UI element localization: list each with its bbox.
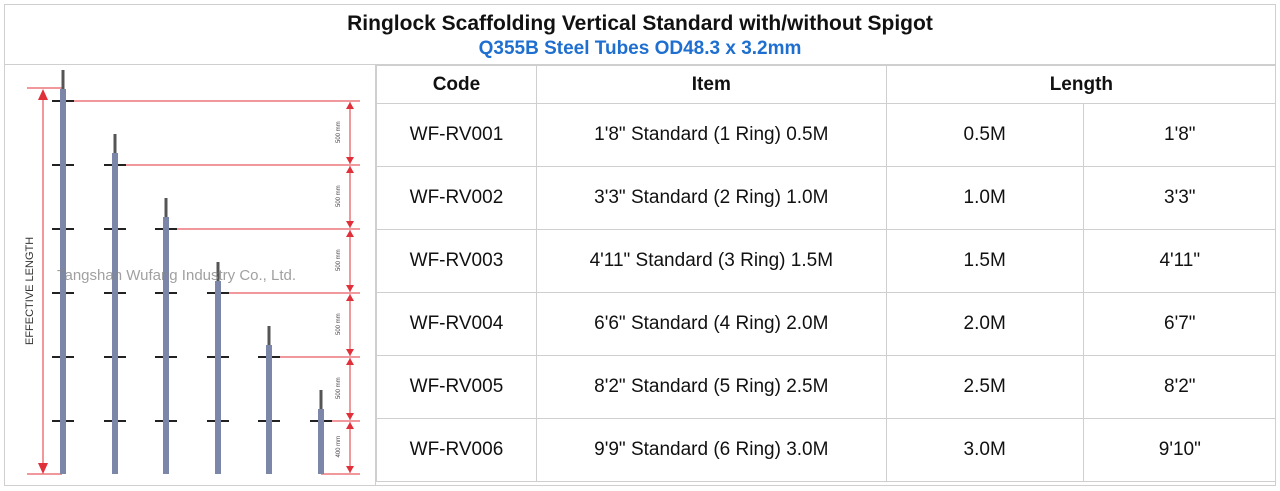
spigot	[113, 134, 117, 153]
cell-imperial: 8'2"	[1082, 355, 1276, 419]
table-row: WF-RV004 6'6" Standard (4 Ring) 2.0M 2.0M 6…	[376, 292, 1276, 356]
standards-table: Code Item Length WF-RV001 1'8" Standard (…	[376, 65, 1276, 482]
cell-metric: 0.5M	[885, 103, 1084, 167]
table-header-row: Code Item Length	[376, 65, 1276, 104]
header-code: Code	[376, 65, 537, 104]
spigot	[319, 390, 323, 409]
dimension-label: 500 mm	[336, 377, 342, 399]
cell-code: WF-RV003	[376, 229, 537, 293]
spigot	[61, 70, 65, 89]
cell-imperial: 9'10"	[1082, 418, 1276, 482]
effective-length-label: EFFECTIVE LENGTH	[24, 237, 36, 345]
cell-imperial: 1'8"	[1082, 103, 1276, 167]
table-row: WF-RV001 1'8" Standard (1 Ring) 0.5M 0.5M 1…	[376, 103, 1276, 167]
spigot	[164, 198, 168, 217]
cell-metric: 1.0M	[885, 166, 1084, 230]
cell-metric: 2.5M	[885, 355, 1084, 419]
arrowhead-icon	[346, 358, 354, 420]
cell-item: 3'3" Standard (2 Ring) 1.0M	[535, 166, 887, 230]
cell-code: WF-RV005	[376, 355, 537, 419]
standard-pole	[215, 281, 221, 474]
cell-code: WF-RV001	[376, 103, 537, 167]
spigot	[267, 326, 271, 345]
cell-metric: 1.5M	[885, 229, 1084, 293]
cell-item: 6'6" Standard (4 Ring) 2.0M	[535, 292, 887, 356]
page-title: Ringlock Scaffolding Vertical Standard w…	[347, 12, 933, 35]
arrowhead-icon	[346, 102, 354, 164]
standard-pole	[112, 153, 118, 474]
cell-item: 4'11" Standard (3 Ring) 1.5M	[535, 229, 887, 293]
cell-code: WF-RV002	[376, 166, 537, 230]
cell-imperial: 4'11"	[1082, 229, 1276, 293]
header-length: Length	[885, 65, 1276, 104]
table-row: WF-RV002 3'3" Standard (2 Ring) 1.0M 1.0M 3…	[376, 166, 1276, 230]
cell-imperial: 3'3"	[1082, 166, 1276, 230]
standard-pole	[318, 409, 324, 474]
dimension-label: 500 mm	[336, 185, 342, 207]
dimension-label: 400 mm	[336, 436, 342, 458]
dimension-label: 500 mm	[336, 121, 342, 143]
page-subtitle: Q355B Steel Tubes OD48.3 x 3.2mm	[478, 38, 802, 59]
cell-item: 9'9" Standard (6 Ring) 3.0M	[535, 418, 887, 482]
cell-code: WF-RV006	[376, 418, 537, 482]
watermark: Tangshan Wufang Industry Co., Ltd.	[57, 267, 296, 284]
spigot	[216, 262, 220, 281]
cell-item: 1'8" Standard (1 Ring) 0.5M	[535, 103, 887, 167]
table-row: WF-RV006 9'9" Standard (6 Ring) 3.0M 3.0M 9…	[376, 418, 1276, 482]
standard-pole	[163, 217, 169, 474]
header-item: Item	[535, 65, 887, 104]
cell-imperial: 6'7"	[1082, 292, 1276, 356]
cell-code: WF-RV004	[376, 292, 537, 356]
table-row: WF-RV003 4'11" Standard (3 Ring) 1.5M 1.5M…	[376, 229, 1276, 293]
cell-metric: 3.0M	[885, 418, 1084, 482]
title-block: Ringlock Scaffolding Vertical Standard w…	[4, 4, 1276, 65]
arrowhead-icon	[346, 230, 354, 292]
cell-metric: 2.0M	[885, 292, 1084, 356]
arrowhead-icon	[346, 294, 354, 356]
standard-pole	[60, 89, 66, 474]
dimension-label: 500 mm	[336, 313, 342, 335]
arrowhead-icon	[346, 166, 354, 228]
dimension-label: 500 mm	[336, 249, 342, 271]
table-row: WF-RV005 8'2" Standard (5 Ring) 2.5M 2.5M 8…	[376, 355, 1276, 419]
cell-item: 8'2" Standard (5 Ring) 2.5M	[535, 355, 887, 419]
standard-pole	[266, 345, 272, 474]
standards-diagram: 400 mm 500 mm 500 mm 500 mm 500 mm 500 mm EFF…	[24, 70, 360, 475]
standards-diagram-cell: 400 mm 500 mm 500 mm 500 mm 500 mm 500 mm EFF…	[4, 65, 376, 486]
